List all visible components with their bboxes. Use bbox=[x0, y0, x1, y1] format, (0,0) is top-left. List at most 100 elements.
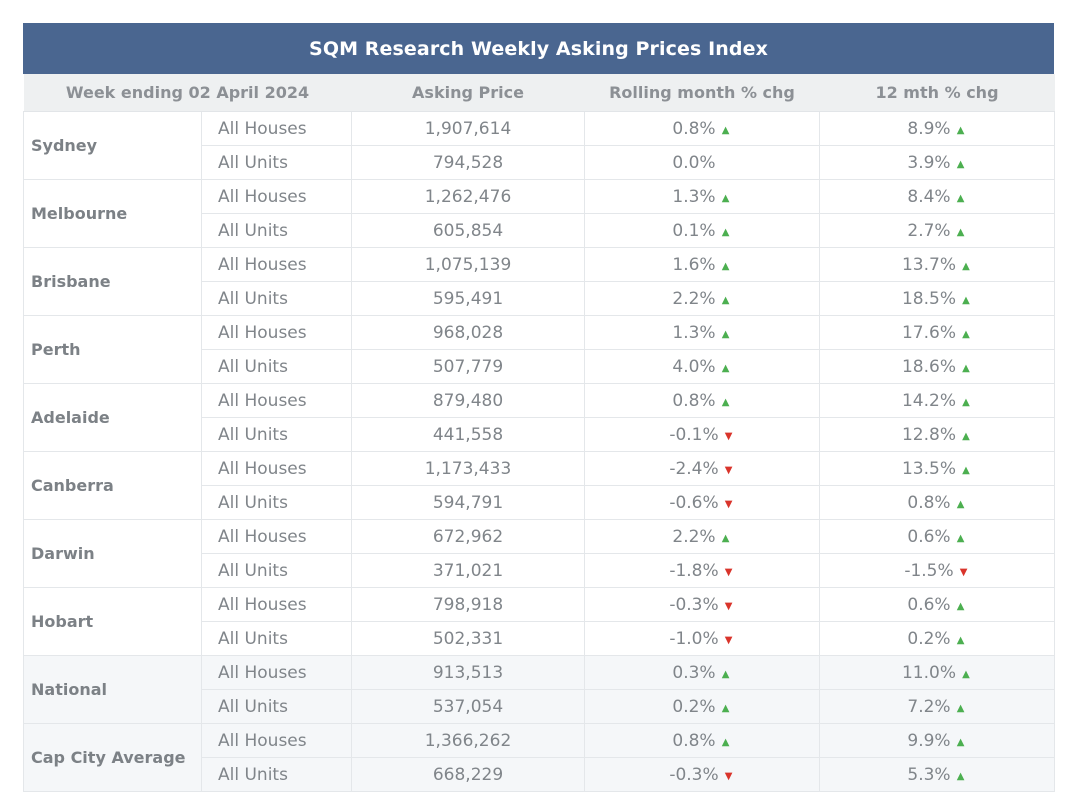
table-row: Melbourne All Houses 1,262,476 1.3% ▲ 8.4% ▲ bbox=[23, 179, 1055, 248]
table-title: SQM Research Weekly Asking Prices Index bbox=[23, 23, 1054, 74]
rolling-month-change-value: 0.8% bbox=[672, 730, 716, 751]
twelve-month-change: 8.4% ▲ bbox=[819, 179, 1055, 214]
twelve-month-change: 18.6% ▲ bbox=[819, 349, 1055, 384]
triangle-up-icon: ▲ bbox=[962, 260, 970, 272]
triangle-up-icon: ▲ bbox=[956, 736, 965, 748]
rolling-month-change: 4.0% ▲ bbox=[584, 349, 820, 384]
twelve-month-change-value: 12.8% bbox=[901, 424, 956, 445]
city-name: Brisbane bbox=[23, 247, 202, 316]
asking-prices-table-container: SQM Research Weekly Asking Prices Index … bbox=[23, 23, 1055, 792]
asking-price-value: 1,907,614 bbox=[351, 111, 585, 146]
table-row: All Units 502,331 -1.0% ▼ 0.2% ▲ bbox=[24, 621, 1055, 656]
rolling-month-change-value: 0.3% bbox=[672, 662, 716, 683]
triangle-up-icon: ▲ bbox=[956, 124, 965, 136]
table-row: Canberra All Houses 1,173,433 -2.4% ▼ 13.5% ▲ bbox=[23, 451, 1055, 520]
table-row: Cap City Average All Houses 1,366,262 0.8% ▲… bbox=[23, 723, 1055, 792]
property-type: All Houses bbox=[201, 179, 352, 214]
asking-price-value: 798,918 bbox=[351, 587, 585, 622]
triangle-up-icon: ▲ bbox=[962, 328, 970, 340]
twelve-month-change: 0.8% ▲ bbox=[819, 485, 1055, 520]
table-row: Brisbane All Houses 1,075,139 1.6% ▲ 13.7% ▲ bbox=[23, 247, 1055, 316]
table-body: Sydney All Houses 1,907,614 0.8% ▲ 8.9% ▲ All U… bbox=[23, 111, 1055, 792]
asking-price-value: 668,229 bbox=[351, 757, 585, 792]
rolling-month-change-value: 2.2% bbox=[672, 288, 716, 309]
triangle-up-icon: ▲ bbox=[721, 124, 730, 136]
rolling-month-change-value: 2.2% bbox=[672, 526, 716, 547]
rolling-month-change: 0.0% bbox=[584, 145, 820, 180]
property-type: All Units bbox=[201, 281, 352, 316]
twelve-month-change-value: 3.9% bbox=[907, 152, 951, 173]
triangle-down-icon: ▼ bbox=[724, 600, 733, 612]
table-row: All Units 537,054 0.2% ▲ 7.2% ▲ bbox=[24, 689, 1055, 724]
rolling-month-change-value: 1.3% bbox=[672, 322, 716, 343]
triangle-up-icon: ▲ bbox=[721, 396, 730, 408]
table-row: All Units 794,528 0.0% 3.9% ▲ bbox=[24, 145, 1055, 180]
asking-price-value: 595,491 bbox=[351, 281, 585, 316]
twelve-month-change-value: 8.4% bbox=[907, 186, 951, 207]
rolling-month-change: -0.6% ▼ bbox=[584, 485, 820, 520]
property-type: All Houses bbox=[201, 111, 352, 146]
city-name: Darwin bbox=[23, 519, 202, 588]
property-type: All Houses bbox=[201, 519, 352, 554]
rolling-month-change-value: -0.1% bbox=[669, 424, 719, 445]
twelve-month-change: 12.8% ▲ bbox=[819, 417, 1055, 452]
asking-price-value: 879,480 bbox=[351, 383, 585, 418]
city-name: National bbox=[23, 655, 202, 724]
rolling-month-change: 1.3% ▲ bbox=[584, 315, 820, 350]
twelve-month-change-value: 0.6% bbox=[907, 526, 951, 547]
triangle-up-icon: ▲ bbox=[962, 668, 970, 680]
twelve-month-change-value: 18.6% bbox=[901, 356, 956, 377]
header-asking-price: Asking Price bbox=[351, 74, 585, 112]
triangle-up-icon: ▲ bbox=[962, 294, 970, 306]
rolling-month-change: -2.4% ▼ bbox=[584, 451, 820, 486]
asking-price-value: 441,558 bbox=[351, 417, 585, 452]
asking-price-value: 1,173,433 bbox=[351, 451, 585, 486]
city-name: Sydney bbox=[23, 111, 202, 180]
rolling-month-change-value: -1.8% bbox=[669, 560, 719, 581]
property-type: All Units bbox=[201, 485, 352, 520]
triangle-up-icon: ▲ bbox=[962, 430, 970, 442]
twelve-month-change: -1.5% ▼ bbox=[819, 553, 1055, 588]
property-type: All Houses bbox=[201, 383, 352, 418]
asking-price-value: 371,021 bbox=[351, 553, 585, 588]
asking-price-value: 1,366,262 bbox=[351, 723, 585, 758]
triangle-up-icon: ▲ bbox=[956, 634, 965, 646]
rolling-month-change: 2.2% ▲ bbox=[584, 519, 820, 554]
twelve-month-change: 17.6% ▲ bbox=[819, 315, 1055, 350]
triangle-up-icon: ▲ bbox=[721, 532, 730, 544]
triangle-up-icon: ▲ bbox=[721, 702, 730, 714]
property-type: All Houses bbox=[201, 247, 352, 282]
city-name: Perth bbox=[23, 315, 202, 384]
triangle-up-icon: ▲ bbox=[956, 532, 965, 544]
asking-price-value: 968,028 bbox=[351, 315, 585, 350]
twelve-month-change-value: 0.6% bbox=[907, 594, 951, 615]
twelve-month-change-value: 0.2% bbox=[907, 628, 951, 649]
table-row: Adelaide All Houses 879,480 0.8% ▲ 14.2% ▲ bbox=[23, 383, 1055, 452]
asking-price-value: 594,791 bbox=[351, 485, 585, 520]
triangle-up-icon: ▲ bbox=[956, 770, 965, 782]
rolling-month-change: 2.2% ▲ bbox=[584, 281, 820, 316]
table-row: Sydney All Houses 1,907,614 0.8% ▲ 8.9% ▲ bbox=[23, 111, 1055, 180]
twelve-month-change: 3.9% ▲ bbox=[819, 145, 1055, 180]
property-type: All Units bbox=[201, 757, 352, 792]
twelve-month-change-value: -1.5% bbox=[904, 560, 954, 581]
rolling-month-change: -1.0% ▼ bbox=[584, 621, 820, 656]
rolling-month-change: 1.6% ▲ bbox=[584, 247, 820, 282]
rolling-month-change-value: -0.3% bbox=[669, 764, 719, 785]
triangle-up-icon: ▲ bbox=[956, 600, 965, 612]
twelve-month-change-value: 11.0% bbox=[901, 662, 956, 683]
rolling-month-change-value: 1.6% bbox=[672, 254, 716, 275]
triangle-down-icon: ▼ bbox=[724, 634, 733, 646]
rolling-month-change: -0.3% ▼ bbox=[584, 587, 820, 622]
triangle-up-icon: ▲ bbox=[721, 362, 730, 374]
property-type: All Units bbox=[201, 417, 352, 452]
city-name: Adelaide bbox=[23, 383, 202, 452]
asking-price-value: 672,962 bbox=[351, 519, 585, 554]
table-row: All Units 441,558 -0.1% ▼ 12.8% ▲ bbox=[24, 417, 1055, 452]
twelve-month-change-value: 0.8% bbox=[907, 492, 951, 513]
table-row: All Units 605,854 0.1% ▲ 2.7% ▲ bbox=[24, 213, 1055, 248]
city-name: Cap City Average bbox=[23, 723, 202, 792]
twelve-month-change-value: 5.3% bbox=[907, 764, 951, 785]
header-row: Week ending 02 April 2024 Asking Price R… bbox=[23, 74, 1055, 112]
property-type: All Units bbox=[201, 689, 352, 724]
